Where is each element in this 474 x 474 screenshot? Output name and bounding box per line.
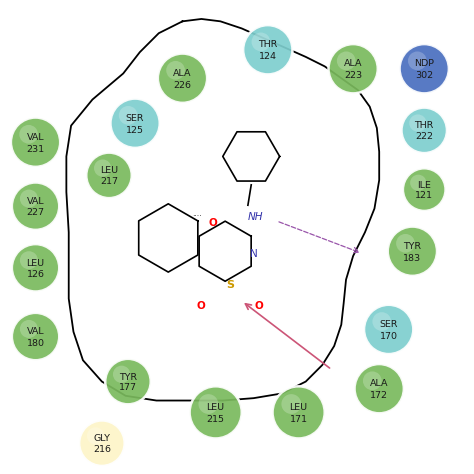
Text: S: S — [226, 280, 234, 291]
Circle shape — [12, 182, 59, 230]
Circle shape — [86, 153, 132, 198]
Circle shape — [20, 190, 38, 208]
Circle shape — [373, 312, 391, 331]
Text: 177: 177 — [119, 383, 137, 392]
Circle shape — [410, 175, 427, 191]
Circle shape — [363, 372, 382, 390]
Circle shape — [105, 359, 151, 404]
Text: 302: 302 — [415, 71, 433, 80]
Text: 227: 227 — [27, 209, 45, 217]
Text: 180: 180 — [27, 339, 45, 347]
Circle shape — [409, 114, 427, 132]
Text: 183: 183 — [403, 254, 421, 263]
Text: NDP: NDP — [414, 59, 434, 68]
Text: TYR: TYR — [119, 373, 137, 382]
Text: ALA: ALA — [173, 69, 192, 78]
Circle shape — [190, 386, 242, 438]
Text: THR: THR — [258, 40, 277, 49]
Text: NH: NH — [248, 212, 264, 222]
Text: 172: 172 — [370, 391, 388, 400]
Circle shape — [19, 125, 38, 144]
Text: LEU: LEU — [27, 259, 45, 267]
Text: 124: 124 — [259, 52, 277, 61]
Circle shape — [403, 168, 446, 211]
Text: 231: 231 — [27, 145, 45, 154]
Circle shape — [252, 33, 270, 51]
Text: 216: 216 — [93, 445, 111, 454]
Text: THR: THR — [415, 121, 434, 130]
Text: O: O — [255, 301, 264, 311]
Text: 217: 217 — [100, 177, 118, 186]
Circle shape — [12, 244, 59, 292]
Circle shape — [364, 305, 413, 354]
Circle shape — [199, 394, 218, 414]
Circle shape — [79, 420, 125, 466]
Text: ALA: ALA — [370, 379, 389, 388]
Circle shape — [337, 52, 356, 70]
Circle shape — [119, 106, 137, 125]
Circle shape — [87, 427, 104, 445]
Circle shape — [11, 118, 60, 167]
Text: 121: 121 — [415, 191, 433, 200]
Circle shape — [328, 44, 378, 93]
Circle shape — [158, 54, 207, 103]
Circle shape — [113, 365, 130, 383]
Text: LEU: LEU — [100, 166, 118, 175]
Circle shape — [273, 386, 325, 438]
Text: 171: 171 — [290, 415, 308, 424]
Text: TYR: TYR — [403, 242, 421, 251]
Text: ALA: ALA — [344, 59, 363, 68]
Text: LEU: LEU — [207, 403, 225, 411]
Circle shape — [355, 364, 404, 413]
Text: VAL: VAL — [27, 133, 45, 142]
Circle shape — [388, 227, 437, 276]
Text: 223: 223 — [344, 71, 362, 80]
Text: 226: 226 — [173, 81, 191, 90]
Text: VAL: VAL — [27, 197, 45, 206]
Text: ILE: ILE — [417, 181, 431, 190]
Circle shape — [94, 159, 111, 177]
Circle shape — [243, 25, 292, 74]
Circle shape — [110, 99, 160, 148]
Text: N: N — [250, 248, 257, 259]
Circle shape — [396, 234, 415, 253]
Circle shape — [400, 44, 449, 93]
Text: 126: 126 — [27, 270, 45, 279]
Text: LEU: LEU — [290, 403, 308, 411]
Circle shape — [166, 61, 185, 80]
Circle shape — [20, 320, 38, 338]
Text: 215: 215 — [207, 415, 225, 424]
Text: VAL: VAL — [27, 328, 45, 336]
Text: ····: ···· — [192, 212, 201, 221]
Text: 222: 222 — [415, 132, 433, 141]
Text: 170: 170 — [380, 332, 398, 341]
Text: O: O — [196, 301, 205, 311]
Circle shape — [20, 251, 38, 269]
Text: SER: SER — [379, 320, 398, 329]
Text: SER: SER — [126, 114, 145, 123]
Circle shape — [282, 394, 301, 414]
Text: O: O — [209, 218, 218, 228]
Circle shape — [408, 52, 427, 70]
Text: GLY: GLY — [93, 434, 110, 443]
Text: 125: 125 — [126, 126, 144, 135]
Circle shape — [401, 108, 447, 153]
Circle shape — [12, 313, 59, 360]
